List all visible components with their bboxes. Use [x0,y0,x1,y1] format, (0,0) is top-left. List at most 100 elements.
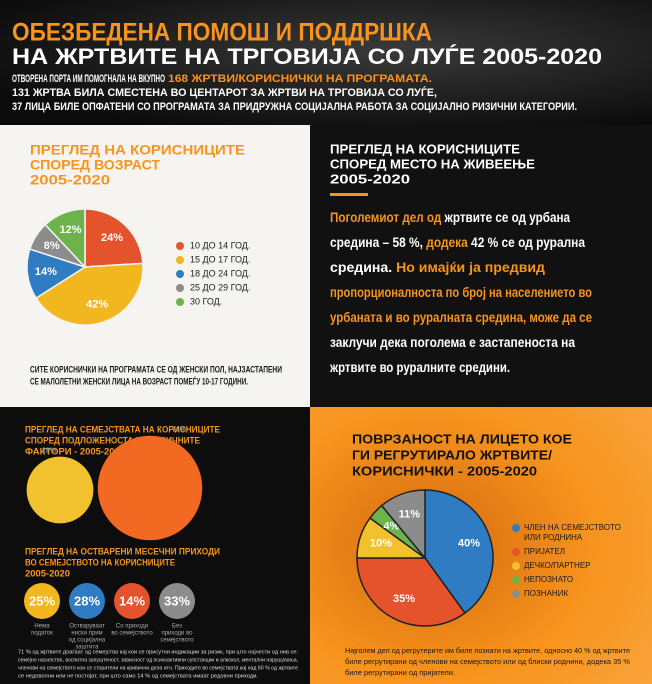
income-circle [114,583,150,619]
body-segment: жртвите се од урбана [441,209,570,225]
legend-label: 15 ДО 17 ГОД. [190,254,250,264]
slice-label: 35% [393,593,415,605]
legend-label: ЧЛЕН НА СЕМЕЈСТВОТО [524,523,621,532]
age-title: ПРЕГЛЕД НА КОРИСНИЦИТЕ [30,142,245,158]
body-line: заклучи дека поголема е застапеноста на [330,334,575,350]
legend-swatch [176,298,184,306]
slice-label: 12% [59,224,81,236]
body-segment: жртвите во руралните средини. [329,359,510,375]
legend-swatch [176,256,184,264]
body-segment: пропорционалноста по број на населението… [330,284,592,300]
income-caption: ниски прим [71,631,102,637]
body-segment: заклучи дека поголема е застапеноста на [330,334,575,350]
pie-slice [34,262,144,326]
risk-circle [97,435,203,541]
income-caption: Остваруваат [69,624,105,630]
legend-label: 10 ДО 14 ГОД. [190,240,250,250]
legend-label: ПОЗНАНИК [524,589,568,598]
recruiter-note: биле регрутирани од членови на семејство… [345,657,630,666]
pie-slice [44,208,86,269]
body-line: пропорционалноста по број на населението… [330,284,592,300]
recruiter-note: биле регрутирани од пријатели. [345,668,455,677]
income-caption: Без [172,624,182,630]
intro-line3: 37 ЛИЦА БИЛЕ ОПФАТЕНИ СО ПРОГРАМАТА ЗА П… [12,101,577,113]
income-caption: Нема [34,624,50,630]
legend-label: ДЕЧКО/ПАРТНЕР [524,561,591,570]
recruiter-note: Најголем дел од регрутерите им биле позн… [345,646,630,655]
risk-title: СПОРЕД ПОДЛОЖЕНОСТА НА РИЗИЧНИТЕ [25,435,200,445]
recruiter-title: ГИ РЕГРУТИРАЛО ЖРТВИТЕ/ [352,447,552,462]
risk-title: ПРЕГЛЕД НА СЕМЕЈСТВАТА НА КОРИСНИЦИТЕ [25,424,220,434]
body-line: Поголемиот дел од жртвите се од урбана [330,209,570,225]
legend-label: 18 ДО 24 ГОД. [190,268,250,278]
intro-prefix: ОТВОРЕНА ПОРТА ИМ ПОМОГНАЛА НА ВКУПНО [12,73,165,85]
body-line: жртвите во руралните средини. [329,359,510,375]
income-caption: семејството [160,638,194,644]
risk-note: семејно насилство, воспитна запуштеност,… [18,657,298,663]
title-rule [330,193,368,196]
income-caption: приходи во [161,631,193,637]
body-segment: Но имајќи ја предвид [392,259,545,275]
pie-slice [26,248,87,300]
income-title: ПРЕГЛЕД НА ОСТВАРЕНИ МЕСЕЧНИ ПРИХОДИ [25,546,220,556]
legend-swatch [512,562,520,570]
risk-note: 71 % од жртвите доаѓаат од семејства кај… [18,648,298,655]
title-line2: НА ЖРТВИТЕ НА ТРГОВИЈА СО ЛУЃЕ 2005-2020 [12,44,602,69]
body-line: урбаната и во руралната средина, може да… [330,309,592,325]
slice-label: 14% [35,266,57,278]
pie-slice [380,489,426,561]
body-line: средина – 58 %, додека 42 % се од руралн… [330,234,585,250]
intro-line2: 131 ЖРТВА БИЛА СМЕСТЕНА ВО ЦЕНТАРОТ ЗА Ж… [12,86,437,99]
residence-title: СПОРЕД МЕСТО НА ЖИВЕЕЊЕ [330,156,535,171]
risk-circle [26,456,94,524]
risk-label: 29% [42,447,57,454]
legend-label: ПРИЈАТЕЛ [524,547,565,556]
residence-panel-bg [310,125,652,407]
body-segment: 42 % се од рурална [468,234,585,250]
intro-highlight: 168 ЖРТВИ/КОРИСНИЧКИ НА ПРОГРАМАТА. [168,73,432,85]
body-line: средина. Но имајќи ја предвид [330,259,545,275]
income-title: 2005-2020 [25,568,70,578]
income-value: 28% [74,593,100,608]
risk-label: 71% [172,427,187,434]
age-note: СИТЕ КОРИСНИЧКИ НА ПРОГРАМАТА СЕ ОД ЖЕНС… [30,364,282,374]
slice-label: 10% [370,538,392,550]
legend-swatch [176,270,184,278]
risk-note: членови на семејството кои се сторители … [18,665,298,671]
title-line1: ОБЕЗБЕДЕНА ПОМОШ И ПОДДРШКА [12,19,432,47]
pie-slice [424,489,494,615]
header-bg [0,0,652,125]
age-note: СЕ МАЛОЛЕТНИ ЖЕНСКИ ЛИЦА НА ВОЗРАСТ ПОМЕ… [30,376,248,386]
body-segment: средина – 58 %, [330,234,423,250]
legend-swatch [512,548,520,556]
risk-title: ФАКТОРИ - 2005-2020 [25,446,125,456]
age-title: СПОРЕД ВОЗРАСТ [30,157,160,173]
body-segment: додека [423,234,468,250]
legend-label: ИЛИ РОДНИНА [524,533,583,542]
slice-label: 8% [44,240,60,252]
income-circle [69,583,105,619]
slice-label: 40% [458,538,480,550]
legend-label: 30 ГОД. [190,296,222,306]
slice-label: 11% [399,508,421,520]
legend-swatch [512,590,520,598]
legend-swatch [512,576,520,584]
income-value: 25% [29,593,55,608]
legend-label: НЕПОЗНАТО [524,575,573,584]
legend-swatch [512,524,520,532]
slice-label: 24% [101,232,123,244]
legend-swatch [176,242,184,250]
legend-swatch [176,284,184,292]
recruiter-title: ПОВРЗАНОСТ НА ЛИЦЕТО КОЕ [352,431,572,446]
income-caption: во семејството [111,631,153,637]
slice-label: 42% [86,298,108,310]
income-value: 33% [164,593,190,608]
income-caption: податок [31,631,53,637]
body-segment: средина. [330,259,392,275]
residence-title: 2005-2020 [330,171,410,186]
income-caption: од социјална [69,638,106,644]
residence-title: ПРЕГЛЕД НА КОРИСНИЦИТЕ [330,141,520,156]
body-segment: Поголемиот дел од [330,209,441,225]
legend-label: 25 ДО 29 ГОД. [190,282,250,292]
